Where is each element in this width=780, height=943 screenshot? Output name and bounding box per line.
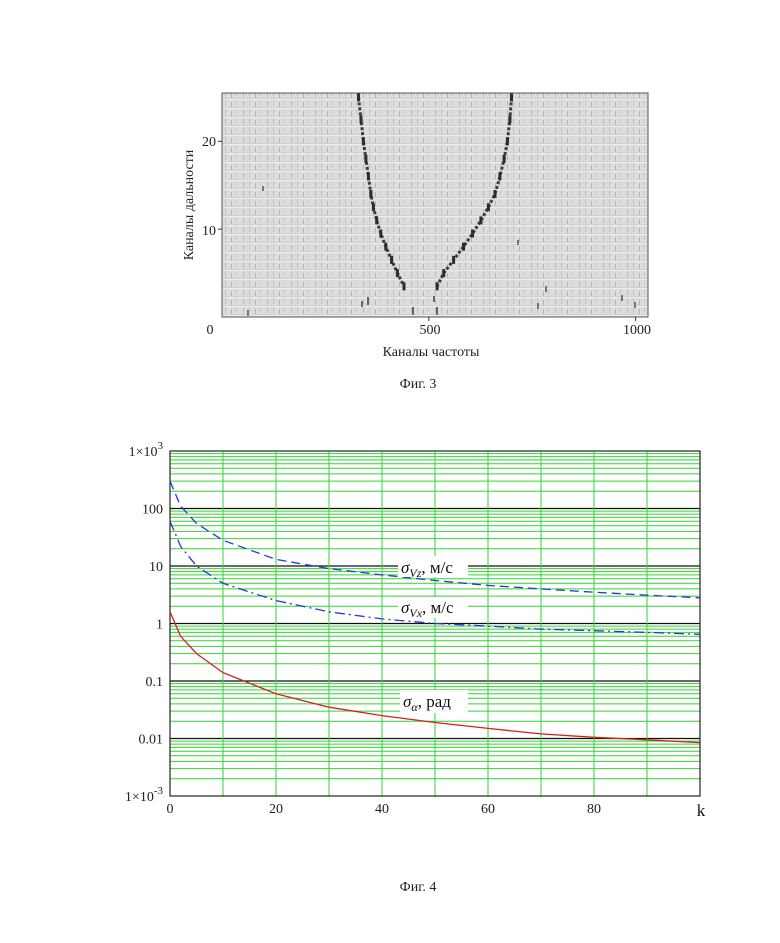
x-tick-label-1000: 1000 <box>623 323 651 338</box>
detection-point <box>471 230 474 238</box>
detection-point <box>436 282 439 290</box>
subscript: Vz <box>409 566 421 580</box>
detection-point <box>362 137 365 145</box>
detection-point <box>357 93 360 101</box>
unit-label: , рад <box>418 692 452 711</box>
x-tick-label-0: 0 <box>207 323 214 338</box>
detection-point <box>364 155 367 163</box>
x-tick-label: 20 <box>269 802 283 817</box>
figure-4-caption: Фиг. 4 <box>400 880 437 895</box>
detection-point <box>510 93 513 101</box>
unit-label: , м/с <box>421 558 453 577</box>
x-tick-label: 80 <box>587 802 601 817</box>
x-axis-label: Каналы частоты <box>383 345 480 360</box>
detection-point <box>379 230 382 238</box>
annotation-sigma-alpha: σα, рад <box>400 690 468 714</box>
y-tick-label: 0.1 <box>146 675 164 690</box>
detection-point <box>367 173 370 181</box>
detection-point <box>452 256 455 264</box>
x-tick-label-500: 500 <box>420 323 441 338</box>
annotation-text: σVz, м/с <box>401 558 453 580</box>
annotation-sigma-vx: σVx, м/с <box>398 597 468 620</box>
y-tick-label: 10 <box>149 560 163 575</box>
radar-plot-area <box>222 93 648 317</box>
unit-label: , м/с <box>422 598 454 617</box>
detection-point <box>462 243 465 251</box>
detection-point <box>442 269 445 277</box>
detection-point <box>479 216 482 224</box>
y-tick-label: 1×10-3 <box>125 785 164 805</box>
detection-point <box>396 269 399 277</box>
detection-point <box>372 203 375 211</box>
y-tick-label: 1 <box>156 618 163 633</box>
detection-point <box>369 190 372 198</box>
detection-point <box>375 216 378 224</box>
detection-point <box>503 155 506 163</box>
detection-point <box>498 173 501 181</box>
y-axis-label: Каналы дальности <box>182 149 197 260</box>
figure-4: 1×103 100 10 1 0.1 0.01 1×10-3 0 20 40 60 80 k σVz… <box>125 440 706 895</box>
detection-point <box>487 203 490 211</box>
figure-3: 20 10 0 500 1000 Каналы частоты Каналы д… <box>182 93 651 392</box>
annotation-text: σα, рад <box>403 692 451 714</box>
y-tick-label: 0.01 <box>139 733 164 748</box>
detection-point <box>384 243 387 251</box>
subscript: Vx <box>409 606 422 620</box>
detection-point <box>360 115 363 123</box>
detection-point <box>508 115 511 123</box>
detection-point <box>390 256 393 264</box>
y-tick-label-10: 10 <box>202 224 216 239</box>
annotation-sigma-vz: σVz, м/с <box>398 556 468 580</box>
y-tick-label: 100 <box>142 503 163 518</box>
x-tick-label: 0 <box>167 802 174 817</box>
y-tick-label: 1×103 <box>129 440 164 460</box>
x-tick-label: 60 <box>481 802 495 817</box>
detection-point <box>403 282 406 290</box>
detection-point <box>506 137 509 145</box>
figure-3-caption: Фиг. 3 <box>400 377 437 392</box>
y-tick-label-20: 20 <box>202 135 216 150</box>
x-axis-label: k <box>697 801 706 820</box>
annotation-text: σVx, м/с <box>401 598 454 620</box>
detection-point <box>494 190 497 198</box>
x-tick-label: 40 <box>375 802 389 817</box>
